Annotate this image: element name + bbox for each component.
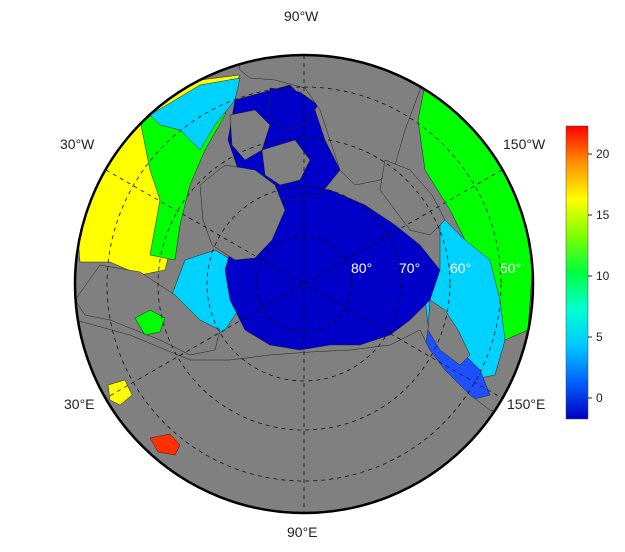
kamchatka-land: [427, 299, 471, 366]
ellesmere-land: [261, 139, 311, 186]
hudson-bay-ice: [267, 87, 319, 131]
label-30e: 30°E: [64, 396, 95, 412]
north-america-land: [234, 55, 421, 186]
scandinavia-land: [75, 264, 221, 356]
greenland-land: [199, 164, 286, 261]
label-90w: 90°W: [284, 8, 319, 24]
label-lat-80: 80°: [351, 260, 373, 276]
label-lat-50: 50°: [500, 260, 522, 276]
label-30w: 30°W: [60, 136, 95, 152]
label-150w: 150°W: [503, 136, 546, 152]
colorbar-tick-label: 10: [596, 269, 610, 283]
colorbar-tick-label: 15: [596, 208, 610, 222]
map-disk: [75, 55, 533, 513]
alaska-land: [379, 159, 446, 236]
label-lat-70: 70°: [399, 260, 421, 276]
colorbar: [565, 125, 592, 420]
map-border: [73, 53, 535, 515]
baltic-sea-water: [134, 309, 166, 336]
caspian-sea-water: [149, 433, 181, 456]
label-lat-60: 60°: [450, 260, 472, 276]
colorbar-tick-label: 0: [596, 391, 603, 405]
label-90e: 90°E: [287, 524, 318, 540]
lat-circle-60: [157, 137, 451, 431]
lat-circle-50: [106, 86, 502, 482]
label-150e: 150°E: [507, 396, 546, 412]
colorbar-bar: [565, 125, 589, 420]
colorbar-tick-label: 5: [596, 330, 603, 344]
colorbar-tick-marks: [588, 153, 592, 399]
labrador-water: [149, 77, 241, 151]
lat-circle-80: [255, 235, 353, 333]
colorbar-tick-label: 20: [596, 147, 610, 161]
